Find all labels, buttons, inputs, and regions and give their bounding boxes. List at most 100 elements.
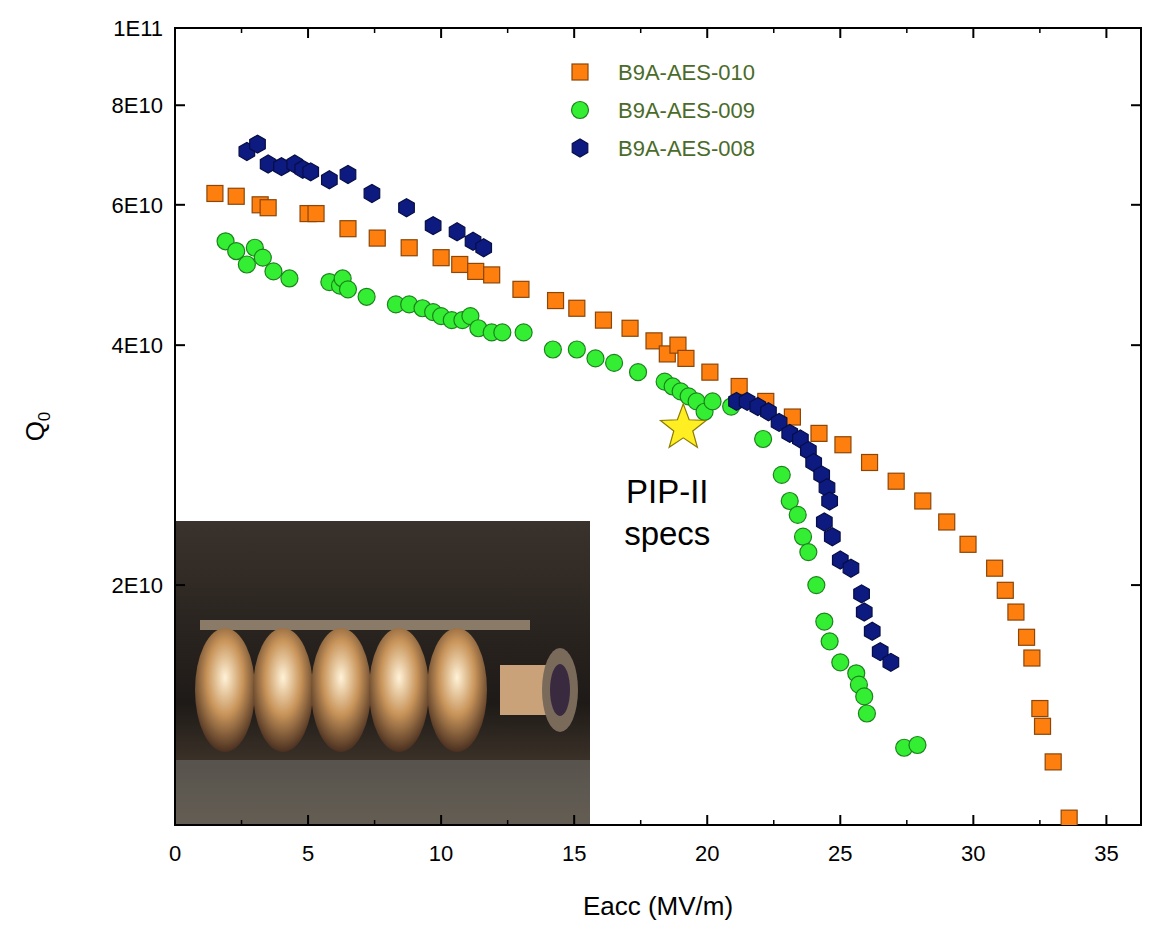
data-point [281,270,298,287]
data-point [854,585,870,603]
x-minor-tick [773,820,775,825]
x-tick-label: 0 [169,841,181,866]
y-tick-label: 8E10 [112,93,163,118]
data-point [987,560,1003,576]
data-point [358,288,375,305]
series-1 [217,233,926,756]
x-tick [573,28,575,38]
y-tick [175,584,185,586]
data-point [484,267,500,283]
data-point [835,437,851,453]
data-point [606,354,623,371]
x-tick-label: 30 [961,841,985,866]
x-minor-tick [241,28,243,33]
y-tick [175,104,185,106]
data-point [468,263,484,279]
data-point [811,425,827,441]
data-point [364,184,380,202]
data-point [265,263,282,280]
data-point [832,654,849,671]
x-minor-tick [507,820,509,825]
data-point [494,324,511,341]
data-point [260,200,276,216]
data-point [401,240,417,256]
x-minor-tick [1039,28,1041,33]
data-point [399,199,415,217]
x-tick-label: 25 [828,841,852,866]
series-2 [239,135,899,671]
data-point [773,466,790,483]
x-minor-tick [773,28,775,33]
data-point [303,163,319,181]
x-tick [440,28,442,38]
data-point [339,281,356,298]
inset-photo [176,521,590,824]
x-tick [972,28,974,38]
x-minor-tick [374,28,376,33]
legend-marker [572,139,588,157]
data-point [515,324,532,341]
legend-label: B9A-AES-010 [618,60,755,85]
data-point [997,582,1013,598]
legend-marker [572,102,589,119]
data-point [250,135,266,153]
x-minor-tick [241,820,243,825]
data-point [800,544,817,561]
data-point [808,577,825,594]
data-point [825,528,841,546]
data-point [544,341,561,358]
data-point [568,341,585,358]
y-tick [1131,204,1141,206]
x-tick [1105,28,1107,38]
legend-marker [572,64,588,80]
data-point [587,350,604,367]
data-point [883,653,899,671]
data-point [238,256,255,273]
data-point [513,281,529,297]
x-tick [307,815,309,825]
data-point [340,221,356,237]
x-axis: 05101520253035 [169,28,1119,866]
data-point [207,185,223,201]
data-point [915,493,931,509]
data-point [622,320,638,336]
data-point [678,350,694,366]
x-tick [972,815,974,825]
y-tick [1131,104,1141,106]
spec-star [660,404,706,447]
legend-label: B9A-AES-009 [618,98,755,123]
data-point [862,454,878,470]
x-tick [706,815,708,825]
x-tick-label: 15 [562,841,586,866]
y-tick [175,27,185,29]
x-tick [839,28,841,38]
annotation: PIP-IIspecs [624,473,710,552]
x-tick [307,28,309,38]
x-tick [573,815,575,825]
data-point [425,217,441,235]
y-tick [1131,344,1141,346]
data-point [1019,629,1035,645]
chart: 05101520253035Eacc (MV/m)2E104E106E108E1… [0,0,1152,949]
data-point [322,171,338,189]
data-point [1061,810,1077,825]
y-tick-label: 1E11 [113,16,163,41]
x-minor-tick [640,28,642,33]
data-point [1032,701,1048,717]
legend-label: B9A-AES-008 [618,136,755,161]
y-tick [1131,27,1141,29]
x-minor-tick [1039,820,1041,825]
x-tick [1105,815,1107,825]
x-minor-tick [507,28,509,33]
data-point [858,705,875,722]
x-minor-tick [906,28,908,33]
x-tick-label: 5 [302,841,314,866]
data-point [369,230,385,246]
data-point [789,506,806,523]
series-0 [207,185,1077,825]
data-point [548,293,564,309]
y-tick-label: 6E10 [112,193,163,218]
data-point [755,431,772,448]
x-tick [706,28,708,38]
y-tick-label: 4E10 [112,333,163,358]
